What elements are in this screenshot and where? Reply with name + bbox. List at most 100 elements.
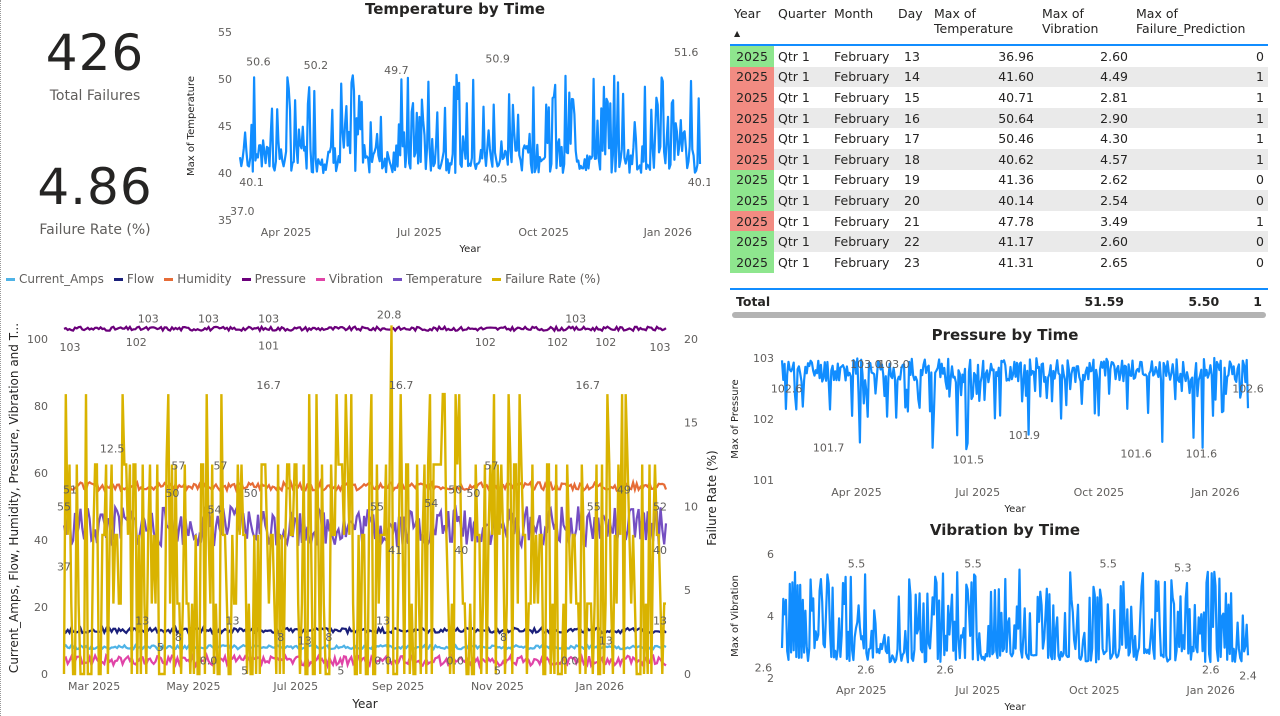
table-row[interactable]: 2025 Qtr 1 February 20 40.14 2.54 0	[730, 190, 1268, 211]
temperature-chart[interactable]: 55 50 45 40 35 Apr 2025 Jul 2025 Oct 2025 Jan 20…	[180, 18, 710, 260]
table-cell: 4.57	[1038, 148, 1132, 170]
y-tick-label: 20	[34, 601, 48, 614]
table-cell: February	[834, 213, 890, 229]
table-cell: 17	[904, 131, 920, 147]
data-label: 50	[244, 487, 258, 500]
x-tick-label: Mar 2025	[68, 680, 120, 693]
x-tick-label: Sep 2025	[372, 680, 424, 693]
y-tick-label: 2	[767, 672, 774, 685]
data-label: 102.6	[771, 382, 803, 395]
table-cell: 14	[894, 66, 930, 88]
table-cell: 2025	[730, 251, 774, 273]
table-row[interactable]: 2025 Qtr 1 February 21 47.78 3.49 1	[730, 210, 1268, 232]
x-tick-label: Oct 2025	[1074, 486, 1125, 499]
data-label: 16.7	[389, 379, 414, 392]
col-header-max-failure-prediction[interactable]: Max of Failure_Prediction	[1136, 6, 1246, 36]
total-max-temperature: 51.59	[1084, 294, 1125, 309]
data-label: 13	[298, 634, 312, 647]
data-label: 101.6	[1186, 447, 1218, 460]
pressure-chart-title: Pressure by Time	[931, 326, 1079, 344]
x-tick-label: Jan 2026	[1185, 684, 1234, 697]
col-header-max-vibration[interactable]: Max of Vibration	[1042, 6, 1099, 36]
pressure-chart[interactable]: 103 102 101 Apr 2025 Jul 2025 Oct 2025 Jan 202…	[726, 344, 1266, 516]
series-line	[780, 568, 1250, 664]
data-label: 13	[226, 614, 240, 627]
x-tick-label: Jul 2025	[272, 680, 318, 693]
x-tick-label: Nov 2025	[471, 680, 524, 693]
table-cell: February	[830, 107, 894, 129]
table-row[interactable]: 2025 Qtr 1 February 18 40.62 4.57 1	[730, 148, 1268, 170]
table-cell: 2.60	[1038, 231, 1132, 252]
table-cell: 21	[904, 213, 920, 229]
table-row[interactable]: 2025 Qtr 1 February 15 40.71 2.81 1	[730, 87, 1268, 108]
col-header-year[interactable]: Year ▲	[730, 0, 774, 45]
table-cell: 16	[894, 107, 930, 129]
table-row[interactable]: 2025 Qtr 1 February 23 41.31 2.65 0	[730, 251, 1268, 273]
table-row[interactable]: 2025 Qtr 1 February 19 41.36 2.62 0	[730, 169, 1268, 191]
x-tick-label: Jul 2025	[954, 684, 1000, 697]
col-header-max-temperature[interactable]: Max of Temperature	[934, 6, 1014, 36]
data-table[interactable]: Year ▲ Quarter Month Day Max of Temperatu…	[730, 0, 1268, 295]
data-label: 102	[595, 336, 616, 349]
y-tick-label: 101	[753, 474, 774, 487]
legend-pressure[interactable]: Pressure	[241, 272, 306, 286]
data-label: 101.5	[953, 454, 985, 467]
data-label: 50.2	[304, 59, 329, 72]
legend-failure-rate[interactable]: Failure Rate (%)	[492, 272, 601, 286]
data-label: 54	[424, 497, 438, 510]
table-row[interactable]: 2025 Qtr 1 February 16 50.64 2.90 1	[730, 107, 1268, 129]
table-cell: 41.60	[930, 66, 1038, 88]
data-label: 40.5	[483, 172, 508, 185]
data-label: 50	[448, 484, 462, 497]
canvas-edge	[0, 0, 2, 716]
data-label: 103	[138, 313, 159, 326]
table-cell: 2.62	[1100, 172, 1128, 188]
total-label: Total	[736, 294, 771, 309]
col-header-day[interactable]: Day	[898, 6, 923, 21]
data-label: 103.0	[850, 358, 882, 371]
y2-tick-label: 0	[684, 668, 691, 681]
data-label: 13	[376, 614, 390, 627]
legend-current-amps[interactable]: Current_Amps	[6, 272, 104, 286]
legend-temperature[interactable]: Temperature	[393, 272, 482, 286]
data-label: 54	[208, 504, 222, 517]
legend-flow[interactable]: Flow	[113, 272, 154, 286]
table-row[interactable]: 2025 Qtr 1 February 22 41.17 2.60 0	[730, 231, 1268, 252]
table-row[interactable]: 2025 Qtr 1 February 13 36.96 2.60 0	[730, 45, 1268, 67]
total-failures-label: Total Failures	[49, 88, 141, 104]
y-axis-title: Current_Amps, Flow, Humidity, Pressure, …	[7, 323, 21, 673]
y2-tick-label: 5	[684, 584, 691, 597]
vibration-chart[interactable]: 6 4 2 Apr 2025 Jul 2025 Oct 2025 Jan 2026 Year M…	[726, 540, 1266, 716]
table-cell: 50.64	[930, 107, 1038, 129]
data-label: 40	[653, 544, 667, 557]
series-line-pressure	[63, 324, 667, 333]
y2-tick-label: 10	[684, 500, 698, 513]
x-tick-label: Apr 2025	[261, 226, 312, 239]
data-label: 49.7	[384, 64, 409, 77]
table-cell: 2025	[730, 128, 774, 149]
data-label: 2.6	[1202, 663, 1220, 676]
x-axis-title: Year	[1003, 702, 1026, 713]
table-cell: Qtr 1	[774, 148, 830, 170]
data-label: 51.6	[674, 46, 699, 59]
table-cell: February	[834, 254, 890, 270]
data-label: 103	[60, 341, 81, 354]
table-scrollbar[interactable]	[732, 312, 1266, 318]
x-tick-label: Jul 2025	[396, 226, 442, 239]
table-cell: Qtr 1	[774, 107, 830, 129]
x-tick-label: Oct 2025	[518, 226, 569, 239]
col-header-quarter[interactable]: Quarter	[778, 6, 827, 21]
table-row[interactable]: 2025 Qtr 1 February 14 41.60 4.49 1	[730, 66, 1268, 88]
table-cell: 2025	[730, 231, 774, 252]
legend-humidity[interactable]: Humidity	[164, 272, 232, 286]
y2-axis-title: Failure Rate (%)	[705, 450, 719, 545]
legend-vibration[interactable]: Vibration	[315, 272, 383, 286]
table-cell: 2025	[730, 169, 774, 191]
col-header-month[interactable]: Month	[834, 6, 874, 21]
y-tick-label: 0	[41, 668, 48, 681]
table-row[interactable]: 2025 Qtr 1 February 17 50.46 4.30 1	[730, 128, 1268, 149]
data-label: 0.0	[374, 655, 392, 668]
table-cell: 0	[1256, 172, 1264, 188]
data-label: 50.9	[485, 53, 510, 66]
